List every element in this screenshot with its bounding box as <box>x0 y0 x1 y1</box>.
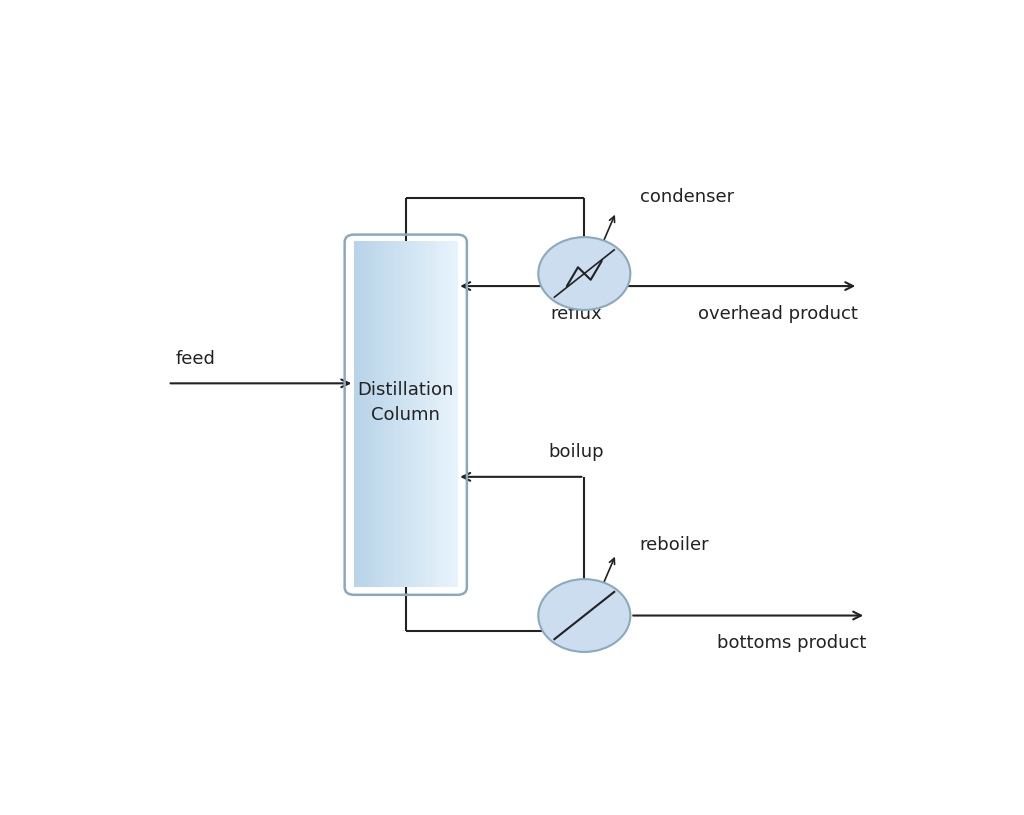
Circle shape <box>539 579 631 652</box>
Text: reboiler: reboiler <box>640 536 710 554</box>
Text: reflux: reflux <box>551 305 602 323</box>
Text: feed: feed <box>176 350 215 368</box>
Text: Distillation
Column: Distillation Column <box>357 381 454 424</box>
Text: bottoms product: bottoms product <box>717 634 866 652</box>
Text: condenser: condenser <box>640 187 734 205</box>
Text: overhead product: overhead product <box>698 305 858 323</box>
Text: boilup: boilup <box>549 443 604 461</box>
Circle shape <box>539 237 631 310</box>
